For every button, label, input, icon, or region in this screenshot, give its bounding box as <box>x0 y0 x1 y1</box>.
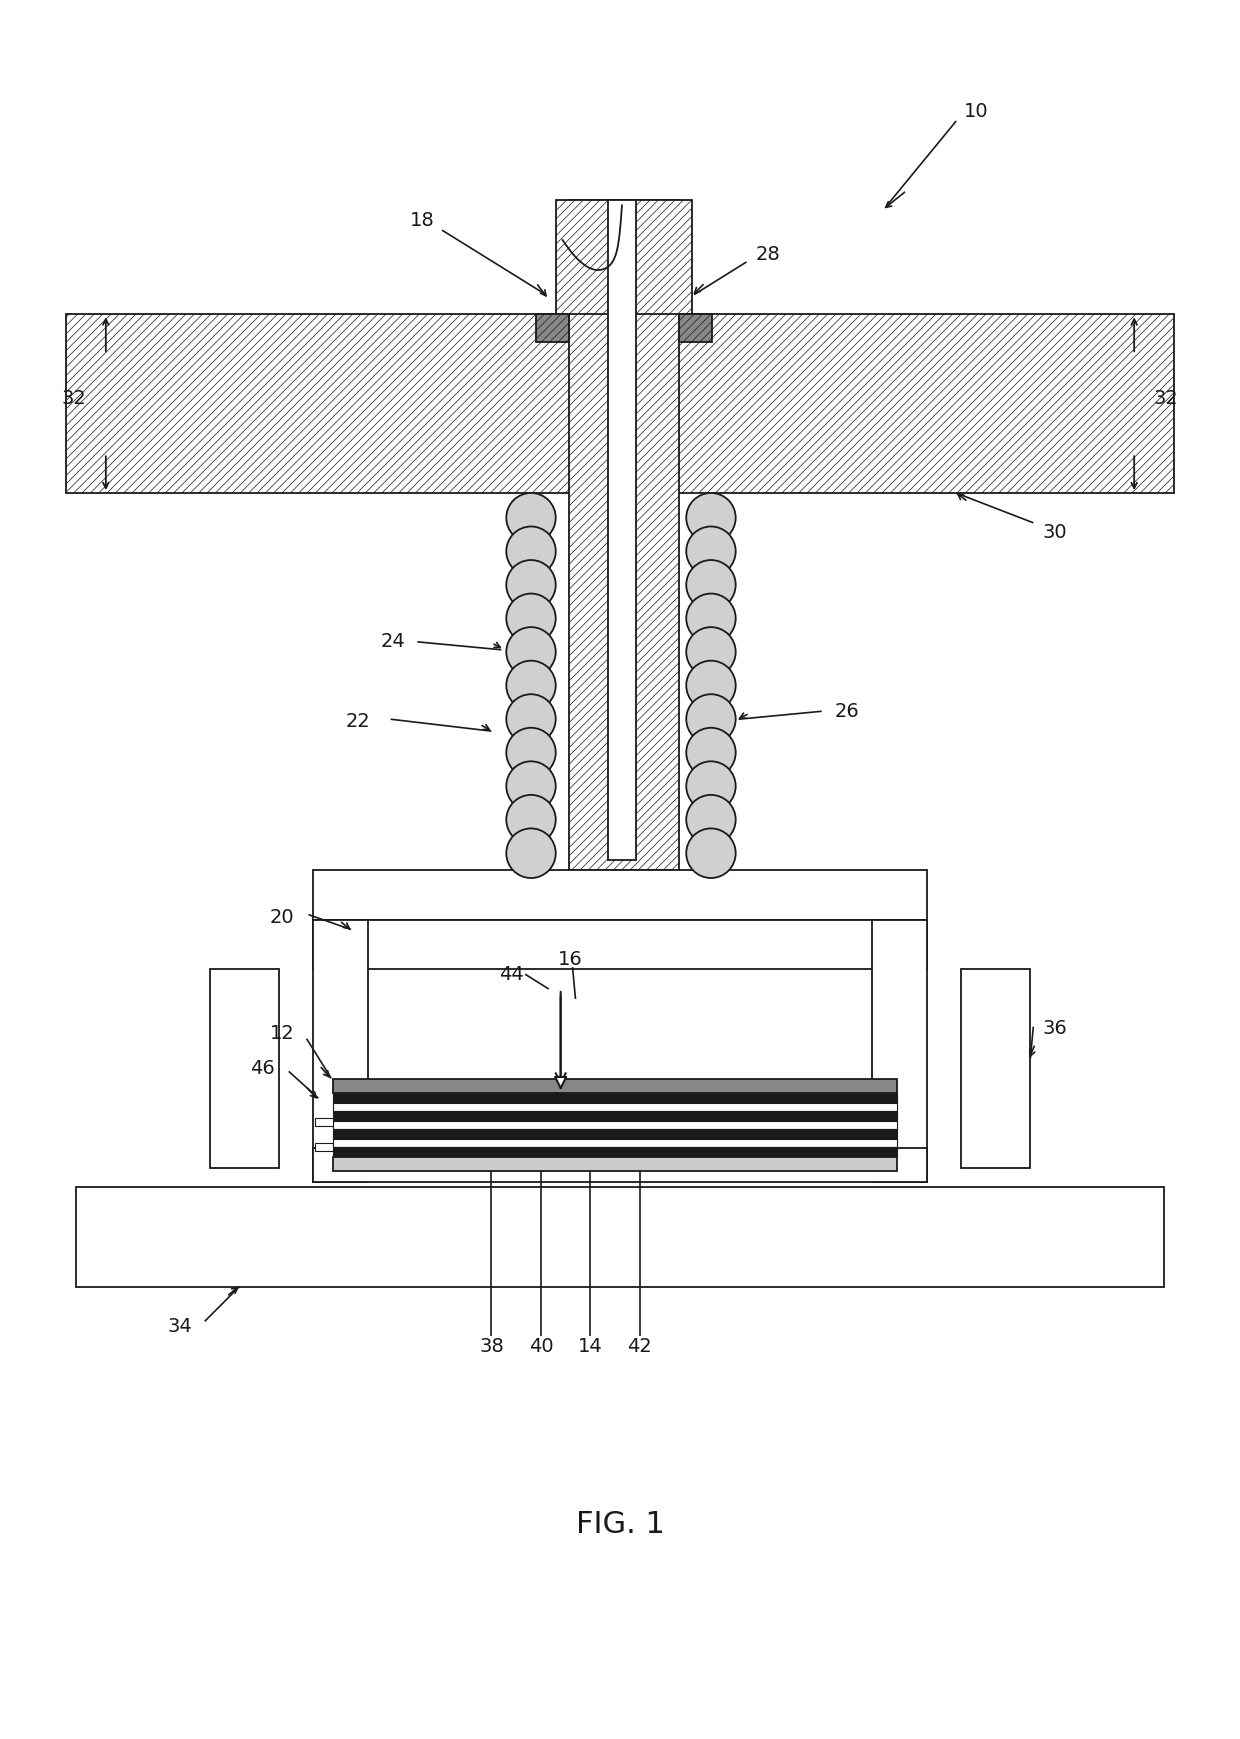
Text: 32: 32 <box>62 390 87 409</box>
Bar <box>314 920 926 969</box>
Bar <box>210 969 279 1167</box>
Bar <box>961 969 1030 1167</box>
Ellipse shape <box>506 628 556 676</box>
Ellipse shape <box>506 795 556 845</box>
Bar <box>76 1188 1164 1287</box>
Ellipse shape <box>686 492 735 543</box>
Bar <box>334 1111 897 1122</box>
Bar <box>334 1129 897 1139</box>
Text: 20: 20 <box>269 908 294 927</box>
Ellipse shape <box>506 828 556 878</box>
Text: 40: 40 <box>528 1337 553 1356</box>
Ellipse shape <box>506 492 556 543</box>
Bar <box>536 315 569 343</box>
Ellipse shape <box>506 527 556 576</box>
Text: FIG. 1: FIG. 1 <box>575 1509 665 1539</box>
Text: 16: 16 <box>558 949 583 969</box>
Bar <box>608 200 636 861</box>
Ellipse shape <box>686 593 735 643</box>
Bar <box>334 1103 897 1111</box>
Text: 42: 42 <box>627 1337 652 1356</box>
Text: 14: 14 <box>578 1337 603 1356</box>
Text: 34: 34 <box>167 1316 192 1336</box>
Ellipse shape <box>686 828 735 878</box>
Text: 30: 30 <box>1043 523 1068 543</box>
Ellipse shape <box>506 593 556 643</box>
Ellipse shape <box>686 661 735 710</box>
Text: 44: 44 <box>498 965 523 984</box>
Ellipse shape <box>506 694 556 744</box>
Bar <box>334 1080 897 1094</box>
Bar <box>334 1139 897 1146</box>
Text: 46: 46 <box>249 1059 274 1078</box>
Text: 24: 24 <box>381 633 405 652</box>
Bar <box>334 1146 897 1156</box>
Text: 26: 26 <box>835 703 859 720</box>
Ellipse shape <box>686 762 735 810</box>
Ellipse shape <box>686 795 735 845</box>
Bar <box>66 315 1174 494</box>
Text: 36: 36 <box>1043 1019 1068 1038</box>
Bar <box>334 1122 897 1129</box>
Bar <box>315 1118 334 1125</box>
Ellipse shape <box>686 628 735 676</box>
Ellipse shape <box>686 560 735 610</box>
Bar <box>315 1143 334 1151</box>
Text: 28: 28 <box>756 245 781 264</box>
Ellipse shape <box>686 527 735 576</box>
Text: 32: 32 <box>1153 390 1178 409</box>
Bar <box>334 1094 897 1103</box>
Bar <box>872 920 926 1183</box>
Text: 38: 38 <box>479 1337 503 1356</box>
Bar <box>314 1148 926 1183</box>
Text: 22: 22 <box>346 711 371 730</box>
Text: 10: 10 <box>963 101 988 120</box>
Ellipse shape <box>506 661 556 710</box>
Ellipse shape <box>506 729 556 777</box>
Bar <box>314 870 926 920</box>
Bar <box>334 1156 897 1170</box>
Text: 18: 18 <box>410 210 434 230</box>
Ellipse shape <box>506 762 556 810</box>
Text: 12: 12 <box>269 1024 294 1043</box>
Bar <box>569 200 680 870</box>
Bar <box>556 200 692 315</box>
Ellipse shape <box>686 729 735 777</box>
Bar <box>314 920 368 1183</box>
Ellipse shape <box>506 560 556 610</box>
Ellipse shape <box>686 694 735 744</box>
Bar <box>680 315 712 343</box>
